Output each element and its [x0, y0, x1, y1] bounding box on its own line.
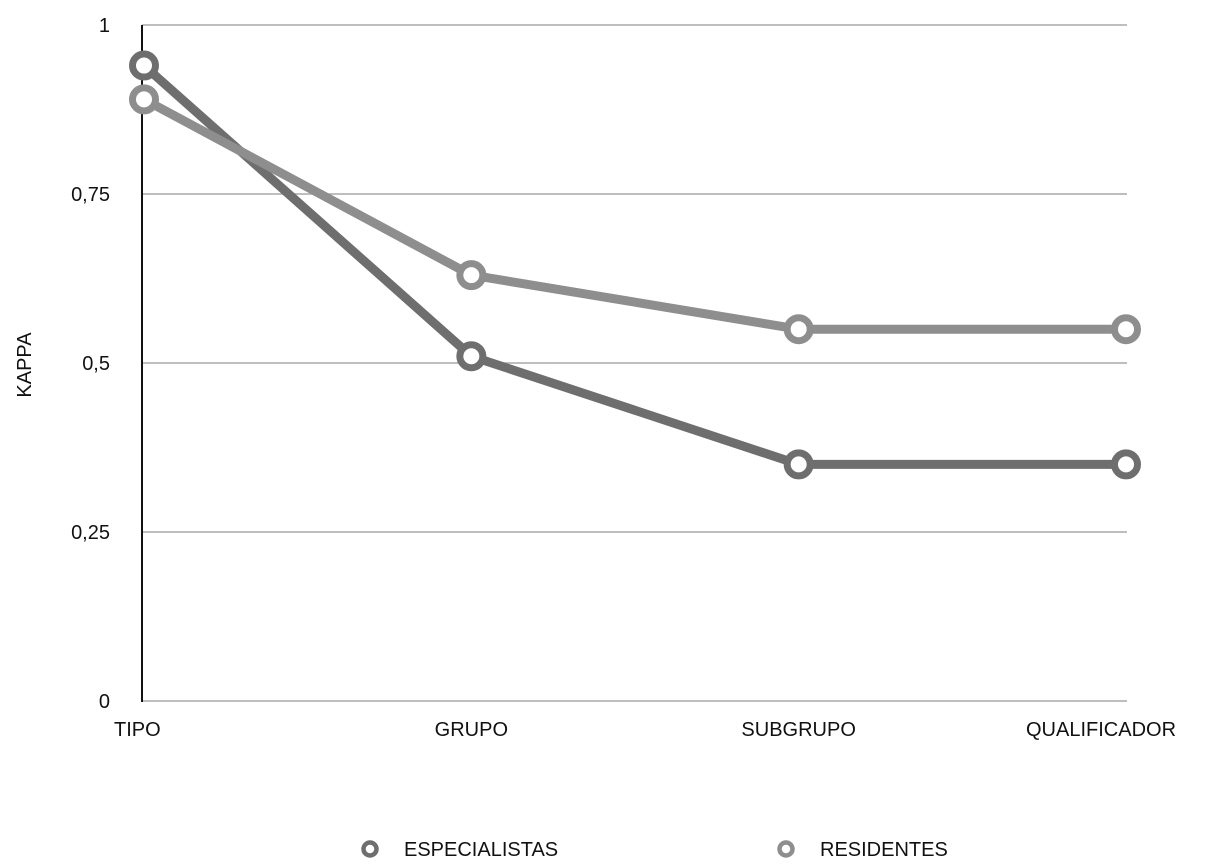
legend-label-residentes: RESIDENTES: [820, 839, 948, 861]
series-line-residentes: [139, 94, 1131, 334]
y-tick-label: 0,75: [71, 184, 110, 206]
legend-marker-especialistas: [361, 840, 379, 858]
data-point-especialistas: [456, 341, 487, 372]
y-tick-label: 1: [99, 15, 110, 37]
series-line-especialistas: [139, 61, 1131, 469]
data-point-especialistas: [129, 50, 159, 81]
x-tick-label: SUBGRUPO: [741, 719, 855, 741]
x-tick-label: QUALIFICADOR: [1026, 719, 1176, 741]
y-tick-label: 0: [99, 691, 110, 713]
label-layer: 0 0,25 0,5 0,75 1 TIPO GRUPO SUBGRUPO QUALIFICAD…: [14, 15, 1176, 741]
data-point-especialistas: [783, 449, 814, 480]
data-point-especialistas: [1111, 449, 1141, 480]
grid-layer: [142, 24, 1127, 702]
legend-label-especialistas: ESPECIALISTAS: [404, 839, 558, 861]
y-axis-label: KAPPA: [14, 332, 36, 398]
x-tick-label: GRUPO: [435, 719, 508, 741]
data-point-residentes: [129, 84, 159, 115]
x-tick-label: TIPO: [114, 719, 161, 741]
legend: ESPECIALISTAS RESIDENTES: [361, 839, 948, 861]
data-point-residentes: [783, 314, 814, 345]
data-point-residentes: [1111, 314, 1141, 345]
legend-marker-residentes: [777, 840, 795, 858]
y-tick-label: 0,5: [82, 353, 110, 375]
series-layer: [129, 50, 1141, 480]
y-tick-label: 0,25: [71, 522, 110, 544]
data-point-residentes: [456, 260, 487, 291]
